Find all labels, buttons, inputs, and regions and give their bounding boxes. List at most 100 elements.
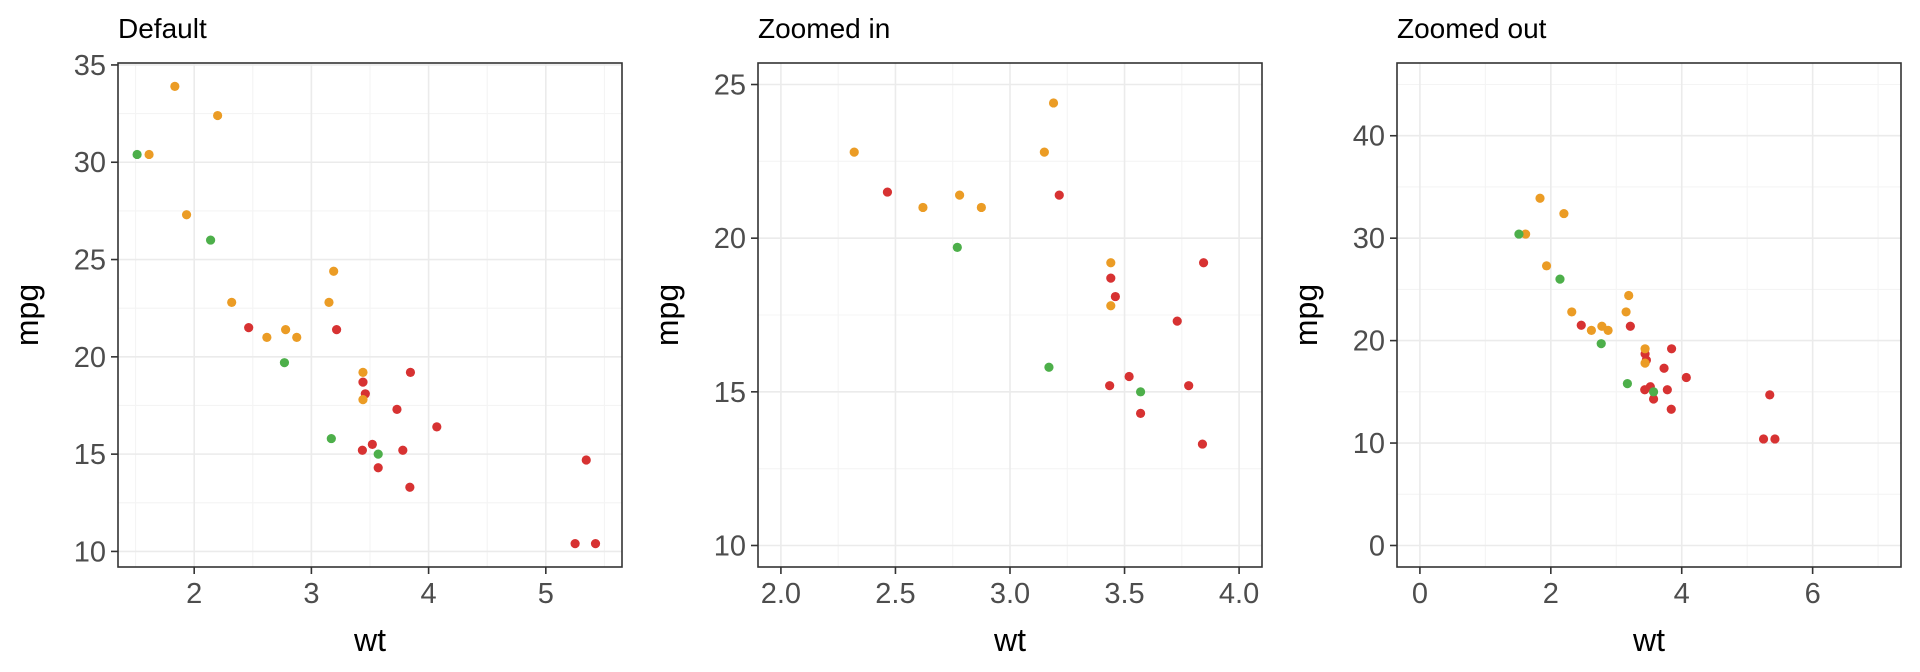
data-point	[955, 190, 965, 200]
data-point	[1105, 381, 1115, 391]
data-point	[405, 367, 416, 378]
y-tick-label: 40	[1353, 121, 1385, 153]
x-tick-label: 4	[1674, 578, 1690, 610]
data-point	[170, 81, 180, 91]
data-point	[358, 395, 368, 405]
x-tick-label: 3.0	[990, 578, 1030, 610]
y-tick-label: 20	[74, 342, 106, 374]
x-axis-label: wt	[1632, 622, 1665, 658]
panel-border	[117, 62, 623, 568]
data-point	[181, 210, 192, 220]
data-point	[144, 149, 154, 160]
data-point	[1666, 404, 1676, 414]
y-tick-label: 0	[1369, 530, 1385, 562]
x-tick-label: 2	[186, 578, 202, 610]
data-point	[1640, 344, 1650, 354]
data-point	[1198, 258, 1209, 268]
data-point	[1662, 385, 1672, 395]
data-point	[244, 323, 254, 333]
data-point	[1640, 385, 1650, 395]
data-point	[367, 439, 377, 450]
y-tick-label: 35	[74, 50, 106, 82]
data-point	[1666, 344, 1677, 354]
data-point	[398, 445, 408, 455]
data-point	[1559, 208, 1569, 219]
data-point	[1681, 372, 1691, 383]
data-point	[292, 332, 302, 342]
data-point	[1044, 362, 1054, 372]
data-point	[1648, 387, 1659, 397]
data-point	[1555, 274, 1565, 284]
y-tick-label: 10	[74, 536, 106, 568]
data-point	[1106, 258, 1116, 268]
y-tick-label: 20	[1353, 326, 1385, 358]
data-point	[590, 539, 601, 549]
data-point	[1596, 339, 1606, 349]
data-point	[281, 324, 291, 335]
data-point	[1106, 273, 1116, 283]
y-tick-label: 15	[714, 377, 746, 409]
data-point	[1135, 387, 1146, 397]
data-point	[1514, 229, 1524, 239]
data-point	[1124, 371, 1134, 382]
y-tick-label: 25	[74, 245, 106, 277]
y-tick-label: 30	[1353, 223, 1385, 255]
data-point	[1621, 307, 1631, 317]
scatter-panel-1: 2 3 4 5 10 15 20 25 30 35 Default wt mpg	[9, 13, 623, 658]
data-point	[1765, 390, 1775, 400]
data-point	[205, 235, 216, 245]
scatter-panel-3: 0 2 4 6 0 10 20 30 40 Zoomed out wt mpg	[1288, 13, 1902, 658]
data-point	[1597, 321, 1607, 331]
y-tick-label: 20	[714, 223, 746, 255]
data-point	[581, 455, 591, 465]
data-point	[326, 433, 336, 444]
x-tick-label: 4.0	[1219, 578, 1259, 610]
data-point	[405, 482, 415, 492]
data-point	[1106, 301, 1116, 311]
data-point	[132, 149, 142, 160]
scatter-panel-2: 2.0 2.5 3.0 3.5 4.0 10 15 20 25 Zoomed in wt mpg	[649, 13, 1263, 658]
panel-title: Zoomed out	[1397, 13, 1547, 44]
x-axis-label: wt	[353, 622, 386, 658]
x-tick-label: 2.0	[761, 578, 801, 610]
data-point	[213, 110, 223, 121]
data-point	[358, 377, 368, 387]
data-point	[1624, 290, 1634, 301]
data-point	[1110, 291, 1120, 302]
x-tick-label: 2.5	[875, 578, 915, 610]
data-point	[1135, 408, 1146, 418]
x-tick-label: 5	[538, 578, 554, 610]
x-tick-label: 3	[303, 578, 319, 610]
data-point	[392, 404, 402, 414]
y-axis-label: mpg	[9, 284, 45, 346]
data-point	[1535, 193, 1545, 203]
data-point	[1770, 434, 1780, 444]
data-point	[1172, 316, 1182, 326]
data-point	[1048, 98, 1059, 108]
data-point	[1586, 325, 1596, 335]
y-tick-label: 15	[74, 439, 106, 471]
data-point	[373, 449, 383, 459]
data-point	[882, 187, 893, 197]
panel-background	[1397, 63, 1901, 567]
data-point	[849, 147, 859, 157]
data-point	[1648, 394, 1659, 404]
data-point	[1640, 358, 1650, 368]
x-tick-label: 0	[1412, 578, 1428, 610]
data-point	[1622, 379, 1632, 389]
y-axis-label: mpg	[649, 284, 685, 346]
panel-title: Zoomed in	[758, 13, 890, 44]
data-point	[1184, 381, 1194, 391]
data-point	[324, 297, 334, 307]
y-axis-label: mpg	[1288, 284, 1324, 346]
data-point	[1197, 439, 1208, 449]
x-tick-label: 2	[1543, 578, 1559, 610]
data-point	[1054, 190, 1064, 200]
y-tick-label: 30	[74, 147, 106, 179]
data-point	[1576, 320, 1586, 330]
data-point	[373, 463, 383, 473]
data-point	[952, 242, 962, 252]
data-point	[1521, 229, 1531, 239]
data-point	[279, 358, 290, 368]
y-tick-label: 10	[714, 530, 746, 562]
